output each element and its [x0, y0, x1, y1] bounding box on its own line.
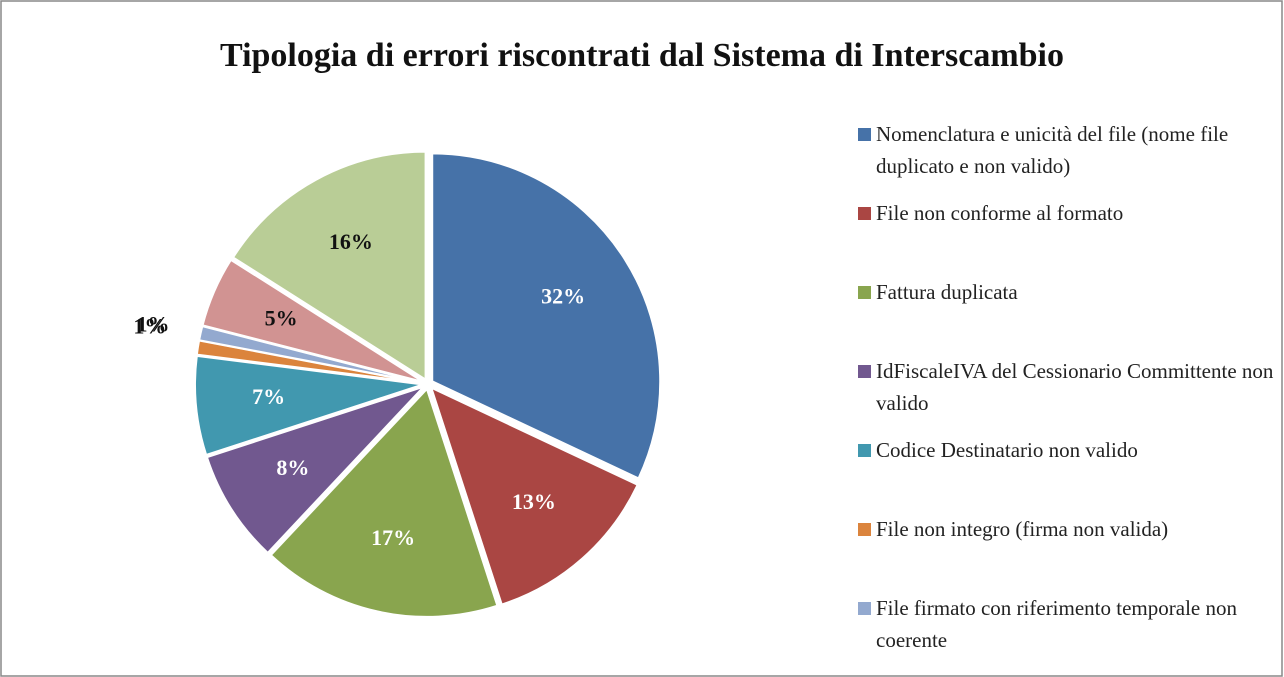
legend-swatch [858, 523, 871, 536]
legend-label: Codice Destinatario non valido [876, 438, 1138, 462]
legend-label: File non conforme al formato [876, 201, 1124, 225]
chart-title: Tipologia di errori riscontrati dal Sist… [220, 37, 1064, 74]
legend-label: File firmato con riferimento temporale n… [876, 596, 1237, 652]
data-label: 17% [371, 525, 415, 550]
legend-swatch [858, 207, 871, 220]
legend-label: Nomenclatura e unicità del file (nome fi… [876, 122, 1229, 178]
legend-item: File non integro (firma non valida) [858, 513, 1284, 545]
data-label: 1% [133, 314, 166, 339]
legend-item: Nomenclatura e unicità del file (nome fi… [858, 118, 1284, 182]
pie-slice [429, 385, 639, 606]
legend-swatch [858, 444, 871, 457]
legend-swatch [858, 365, 871, 378]
legend-item: Codice Destinatario non valido [858, 434, 1284, 466]
pie-slice [194, 354, 424, 457]
legend-label: File non integro (firma non valida) [876, 517, 1169, 541]
legend-item: File non conforme al formato [858, 197, 1284, 229]
pie-slice [269, 386, 499, 618]
legend-label: IdFiscaleIVA del Cessionario Committente… [876, 359, 1274, 415]
data-label: 8% [276, 455, 309, 480]
data-label: 13% [512, 489, 556, 514]
legend-item: Fattura duplicata [858, 276, 1284, 308]
data-label: 1% [136, 311, 169, 336]
pie-slice [231, 150, 427, 382]
legend-swatch [858, 128, 871, 141]
data-label: 32% [541, 283, 585, 308]
pie-slice [431, 152, 662, 480]
legend-label: Fattura duplicata [876, 280, 1018, 304]
data-label: 7% [252, 384, 285, 409]
pie-slice [205, 385, 425, 555]
pie-slice [201, 258, 424, 383]
data-label: 16% [329, 229, 373, 254]
legend-item: IdFiscaleIVA del Cessionario Committente… [858, 355, 1284, 419]
data-label: 5% [265, 305, 298, 330]
legend-item: File firmato con riferimento temporale n… [858, 592, 1284, 656]
legend-swatch [858, 602, 871, 615]
legend-swatch [858, 286, 871, 299]
